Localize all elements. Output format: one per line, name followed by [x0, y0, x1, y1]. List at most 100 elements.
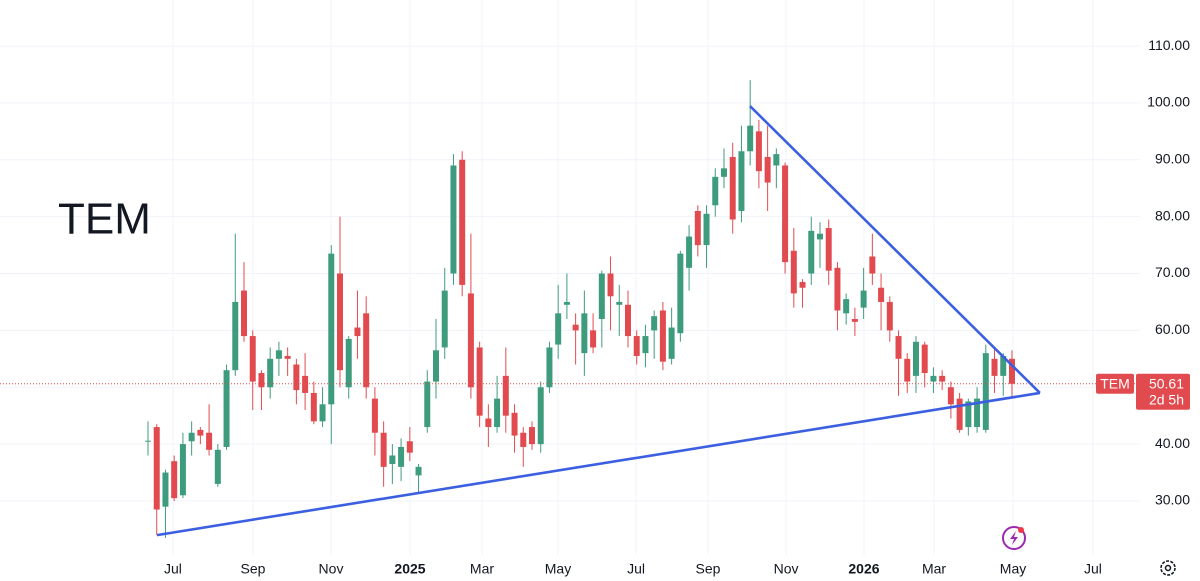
candle-body	[851, 319, 858, 322]
x-tick-label: 2026	[848, 561, 879, 577]
countdown-label: 2d 5h	[1149, 391, 1184, 407]
x-tick-label: Jul	[1084, 561, 1102, 577]
candle-body	[895, 336, 902, 359]
candle-body	[677, 253, 684, 334]
gear-inner	[1164, 564, 1172, 572]
candle-body	[755, 131, 762, 172]
candle-body	[782, 165, 789, 263]
candle-body	[921, 344, 928, 374]
candle-body	[459, 159, 466, 285]
candle-body	[703, 213, 710, 246]
y-tick-label: 100.00	[1147, 94, 1190, 110]
candle-body	[371, 398, 378, 433]
candle-body	[153, 427, 160, 510]
candle-body	[738, 151, 745, 211]
candle-body	[432, 350, 439, 382]
candle-body	[258, 373, 265, 388]
candle-body	[380, 432, 387, 467]
candle-body	[904, 358, 911, 382]
x-tick-label: May	[1000, 561, 1026, 577]
y-tick-label: 110.00	[1148, 37, 1190, 53]
icon-bolt	[1010, 531, 1018, 545]
candle-body	[624, 304, 631, 337]
price-tag	[1136, 373, 1190, 410]
candle-body	[930, 375, 937, 382]
x-tick-label: Sep	[696, 561, 721, 577]
candle-body	[214, 449, 221, 484]
candle-body	[546, 347, 553, 388]
trend-line	[156, 391, 1041, 537]
candle-body	[982, 353, 989, 430]
candle-body	[773, 154, 780, 166]
candle-body	[878, 287, 885, 302]
candle-body	[834, 267, 841, 311]
candle-body	[293, 364, 300, 391]
candle-body	[302, 375, 309, 393]
y-tick-label: 80.00	[1155, 207, 1190, 223]
candle-body	[642, 336, 649, 354]
symbol-tag-label: TEM	[1100, 375, 1130, 391]
replay-icon[interactable]	[1002, 526, 1026, 550]
candle-body	[590, 330, 597, 348]
candle-body	[363, 313, 370, 388]
y-tick-label: 90.00	[1155, 150, 1190, 166]
x-tick-label: Jul	[627, 561, 645, 577]
candle-body	[319, 404, 326, 422]
candle-body	[206, 432, 213, 450]
x-tick-label: Mar	[922, 561, 946, 577]
candle-body	[467, 293, 474, 388]
candle-body	[729, 156, 736, 220]
candle-body	[616, 301, 623, 305]
candle-body	[511, 412, 518, 436]
candle-body	[485, 418, 492, 428]
candle-body	[310, 392, 317, 422]
candle-body	[965, 401, 972, 428]
candle-body	[633, 336, 640, 356]
candle-body	[572, 324, 579, 331]
candle-body	[956, 398, 963, 430]
x-tick-label: Sep	[241, 561, 266, 577]
settings-icon[interactable]	[1160, 560, 1176, 576]
candle-body	[232, 301, 239, 371]
candle-body	[843, 299, 850, 314]
candle-body	[747, 125, 754, 152]
candle-body	[816, 233, 823, 240]
icon-dot	[1018, 527, 1024, 533]
candle-body	[241, 290, 248, 337]
candle-body	[764, 156, 771, 183]
icon-ring	[1002, 526, 1026, 550]
x-tick-label: Jul	[164, 561, 182, 577]
candle-body	[694, 210, 701, 246]
candle-body	[668, 327, 675, 359]
candle-body	[939, 375, 946, 382]
candle-body	[502, 375, 509, 416]
x-tick-label: 2025	[394, 561, 425, 577]
y-tick-label: 70.00	[1155, 264, 1190, 280]
candle-body	[790, 250, 797, 294]
candle-body	[886, 301, 893, 331]
candle-body	[188, 432, 195, 442]
candle-body	[197, 429, 204, 436]
x-tick-label: Nov	[774, 561, 799, 577]
symbol-tag	[1096, 373, 1134, 394]
candle-body	[171, 461, 178, 499]
candle-body	[328, 253, 335, 405]
candle-body	[947, 387, 954, 405]
candle-body	[284, 355, 291, 359]
candle-body	[912, 341, 919, 376]
price-tag-value: 50.61	[1149, 375, 1184, 391]
candle-body	[598, 273, 605, 320]
candle-body	[345, 338, 352, 388]
candle-body	[991, 358, 998, 376]
y-tick-label: 60.00	[1155, 321, 1190, 337]
candle-body	[537, 387, 544, 445]
candle-body	[659, 310, 666, 362]
x-tick-label: Mar	[470, 561, 494, 577]
candle-body	[179, 444, 186, 496]
x-tick-label: Nov	[319, 561, 344, 577]
candle-body	[145, 440, 152, 442]
candle-body	[712, 176, 719, 206]
candle-body	[799, 282, 806, 288]
candle-body	[720, 168, 727, 177]
y-tick-label: 30.00	[1155, 492, 1190, 508]
